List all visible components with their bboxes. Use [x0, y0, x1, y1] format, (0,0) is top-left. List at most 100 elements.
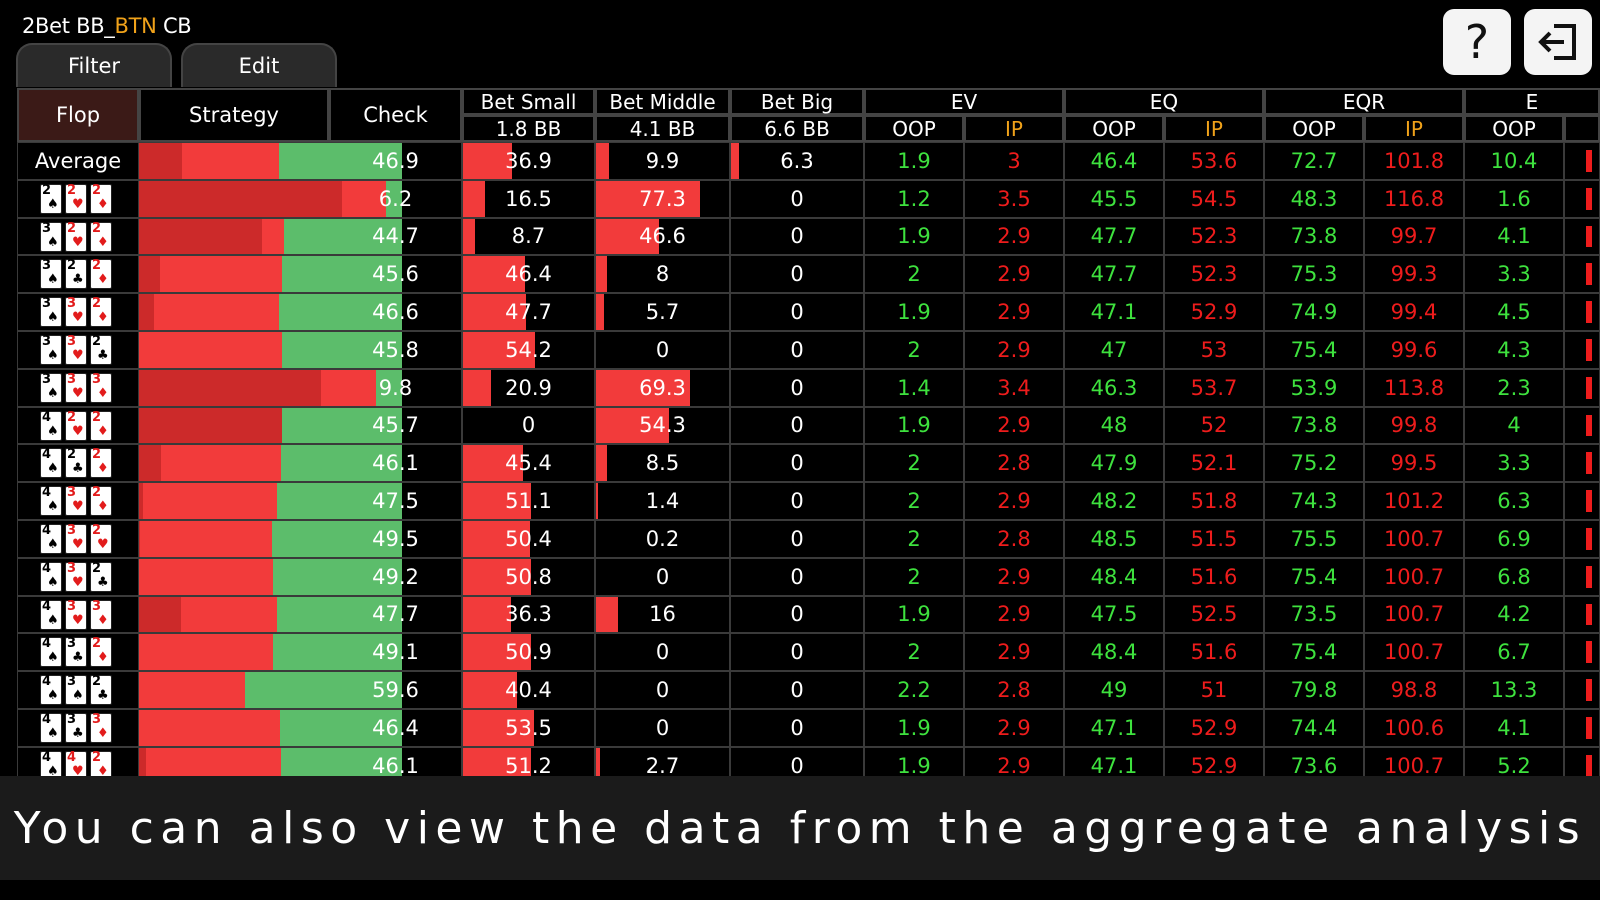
card-suit: ♠	[47, 272, 59, 288]
grid-cell	[1164, 179, 1264, 218]
group-1-ip-header[interactable]: IP	[1164, 115, 1264, 142]
grid-cell	[1164, 331, 1264, 369]
grid-cell	[17, 331, 139, 369]
strategy-bar-mid	[139, 747, 147, 784]
grid-cell	[595, 671, 730, 709]
card-suit: ♠	[47, 537, 59, 552]
bet-big-header-label[interactable]: Bet Big	[730, 88, 864, 115]
card-suit: ♦	[97, 763, 109, 779]
card-suit: ♣	[72, 272, 84, 288]
grid-cell	[730, 709, 864, 747]
bet-big-header-size[interactable]: 6.6 BB	[730, 115, 864, 142]
grid-cell	[1564, 557, 1600, 596]
help-button[interactable]: ?	[1443, 9, 1511, 75]
grid-cell	[964, 444, 1064, 483]
exit-button[interactable]	[1524, 9, 1592, 75]
group-0-oop-header[interactable]: OOP	[864, 115, 964, 142]
grid-cell	[17, 709, 139, 747]
card-suit: ♣	[72, 650, 84, 666]
card-suit: ♠	[47, 196, 59, 212]
card-rank: 2	[92, 674, 102, 690]
group-1-oop-header[interactable]: OOP	[1064, 115, 1164, 142]
grid-cell	[1164, 633, 1264, 672]
strategy-column-header[interactable]: Strategy	[139, 88, 329, 142]
grid-cell	[462, 368, 595, 407]
playing-card: 3 ♠	[65, 675, 87, 706]
ev-ip-value: 2.8	[997, 451, 1031, 476]
check-value: 47.7	[372, 602, 419, 627]
card-rank: 2	[92, 636, 102, 652]
strategy-bar-check	[276, 596, 402, 633]
card-rank: 2	[67, 182, 77, 198]
bet-middle-header-size[interactable]: 4.1 BB	[595, 115, 730, 142]
strategy-bar-small	[139, 332, 282, 368]
card-suit: ♠	[47, 726, 59, 741]
card-rank: 3	[67, 334, 77, 349]
bet-small-header-label[interactable]: Bet Small	[462, 88, 595, 115]
group-header-2[interactable]: EQR	[1264, 88, 1464, 115]
bet-middle-header-label[interactable]: Bet Middle	[595, 88, 730, 115]
grid-cell	[1364, 482, 1464, 520]
grid-cell	[1164, 557, 1264, 596]
grid-cell	[462, 142, 595, 180]
group-2-ip-header[interactable]: IP	[1364, 115, 1464, 142]
grid-cell	[1564, 709, 1600, 747]
card-suit: ♥	[72, 423, 84, 439]
eqr-oop-value: 75.4	[1290, 564, 1338, 589]
check-value: 46.4	[372, 715, 419, 740]
bet-small-header-size[interactable]: 1.8 BB	[462, 115, 595, 142]
eq-ip-value: 51	[1200, 678, 1228, 703]
group-header-0[interactable]: EV	[864, 88, 1064, 115]
caption-banner: You can also view the data from the aggr…	[0, 776, 1600, 880]
group-header-1[interactable]: EQ	[1064, 88, 1264, 115]
grid-cell	[462, 633, 595, 672]
grid-cell	[1564, 217, 1600, 256]
tab-filter[interactable]: Filter	[16, 43, 172, 87]
clipped-ip-value	[1586, 603, 1592, 626]
card-rank: 2	[92, 523, 102, 538]
eqr-oop-value: 75.3	[1290, 262, 1338, 287]
tab-edit[interactable]: Edit	[181, 43, 337, 87]
group-3-ip-header[interactable]	[1564, 115, 1600, 142]
bet-bar-bm	[596, 218, 659, 255]
bet-bar-bs	[463, 634, 531, 671]
group-header-3[interactable]: E	[1464, 88, 1600, 115]
playing-card: 3 ♦	[90, 599, 112, 630]
ev-ip-value: 2.9	[997, 262, 1031, 287]
e-oop-value: 6.9	[1497, 526, 1531, 551]
grid-cell	[462, 255, 595, 294]
check-column-header[interactable]: Check	[329, 88, 462, 142]
grid-cell	[964, 557, 1064, 596]
grid-cell	[864, 331, 964, 369]
flop-column-header[interactable]: Flop	[17, 88, 139, 142]
strategy-bar-small	[181, 596, 277, 633]
playing-card: 4 ♠	[40, 637, 62, 668]
e-oop-value: 5.2	[1497, 753, 1531, 778]
grid-cell	[1564, 406, 1600, 445]
title-highlight: BTN	[114, 14, 157, 38]
card-suit: ♦	[97, 612, 109, 628]
strategy-bar-mid	[139, 521, 140, 557]
eq-oop-value: 46.3	[1090, 375, 1138, 400]
bet-value-bs: 0	[521, 413, 536, 438]
bet-value-bb: 0	[790, 262, 804, 287]
e-oop-value: 4.2	[1497, 602, 1531, 627]
grid-cell	[1164, 671, 1264, 709]
grid-cell	[730, 255, 864, 294]
eqr-ip-value: 100.7	[1383, 753, 1445, 778]
group-0-ip-header[interactable]: IP	[964, 115, 1064, 142]
playing-card: 3 ♠	[40, 372, 62, 403]
grid-cell	[730, 671, 864, 709]
grid-cell	[1364, 406, 1464, 445]
card-rank: 2	[92, 560, 102, 576]
bet-bar-bm	[596, 143, 610, 179]
eqr-ip-value: 99.6	[1390, 337, 1438, 362]
group-3-oop-header[interactable]: OOP	[1464, 115, 1564, 142]
card-suit: ♦	[97, 726, 109, 741]
clipped-ip-value	[1586, 679, 1592, 701]
group-2-oop-header[interactable]: OOP	[1264, 115, 1364, 142]
bet-value-bs: 53.5	[505, 715, 552, 740]
eq-ip-value: 51.5	[1190, 526, 1238, 551]
grid-cell	[17, 595, 139, 634]
ev-ip-value: 2.9	[997, 224, 1031, 249]
